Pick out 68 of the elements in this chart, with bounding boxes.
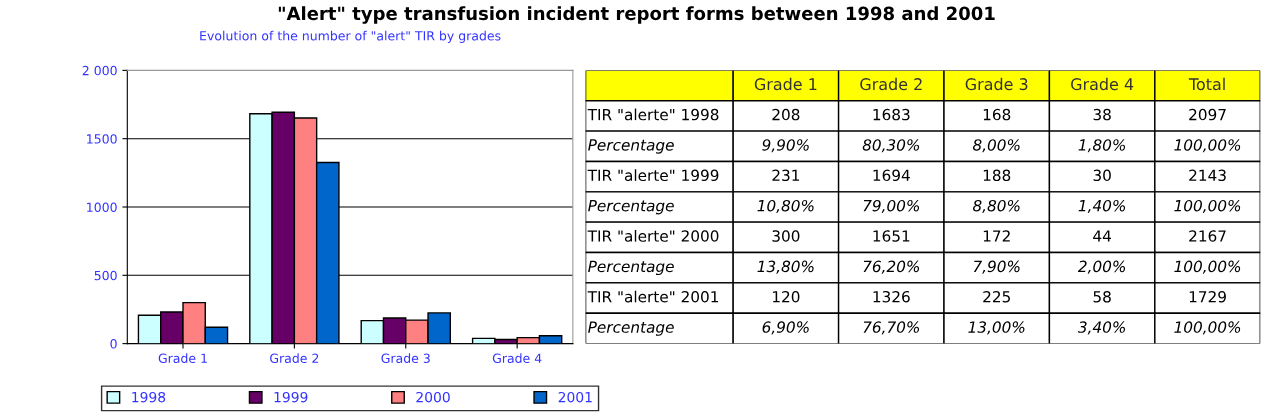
legend-label: 2001 (558, 391, 592, 403)
text: 120 (772, 290, 800, 303)
x-tick-label: Grade 4 (492, 353, 542, 364)
text: 3,40% (1077, 321, 1126, 335)
text: 208 (772, 108, 800, 121)
y-tick-label: 1500 (87, 134, 117, 144)
legend-label: 2000 (416, 391, 450, 403)
category-label: TIR "alerte" 1999 (587, 169, 719, 182)
text: 1326 (873, 290, 910, 303)
category-label: TIR "alerte" 2000 (587, 229, 719, 242)
text: 9,90% (762, 139, 809, 153)
category-label: Percentage (588, 139, 674, 154)
category-label: Total (1188, 77, 1225, 91)
text: 2143 (1189, 169, 1226, 182)
text: 2097 (1189, 108, 1226, 121)
text: 13,00% (968, 321, 1025, 335)
y-tick-label: 1000 (87, 202, 117, 212)
text: 300 (772, 230, 800, 242)
text: 30 (1093, 169, 1111, 182)
text: 76,20% (863, 260, 920, 274)
text: 172 (983, 230, 1010, 242)
text: 79,00% (863, 199, 920, 213)
category-label: Grade 3 (965, 77, 1028, 91)
text: 2167 (1189, 230, 1226, 242)
category-label: Percentage (588, 260, 674, 276)
text: 8,80% (972, 199, 1020, 213)
text: 1694 (873, 169, 910, 182)
text: 8,00% (972, 139, 1020, 153)
y-tick-label: 2 000 (82, 65, 117, 76)
text: 38 (1093, 108, 1111, 121)
text: 1,80% (1078, 139, 1126, 153)
y-tick-label: 500 (94, 270, 117, 281)
x-tick-label: Grade 1 (158, 353, 207, 364)
category-label: Grade 2 (860, 77, 922, 91)
category-label: Percentage (588, 321, 674, 336)
text: 1683 (873, 108, 910, 121)
category-label: TIR "alerte" 2001 (587, 290, 719, 303)
text: 1729 (1189, 290, 1226, 303)
text: 100,00% (1174, 321, 1241, 335)
x-tick-label: Grade 2 (270, 353, 319, 364)
category-label: Percentage (588, 200, 674, 215)
text: 225 (983, 290, 1010, 303)
text: 168 (983, 108, 1011, 121)
text: 1,40% (1078, 199, 1126, 213)
text: 231 (772, 169, 800, 182)
text: 76,70% (863, 321, 920, 335)
chart-subtitle: Evolution of the number of "alert" TIR by grades (200, 30, 501, 43)
text: 188 (983, 169, 1011, 182)
text: "Alert" type transfusion incident report forms between 1998 and 2001 (278, 6, 995, 24)
text: 10,80% (757, 199, 814, 213)
text: 7,90% (973, 260, 1020, 274)
text: 100,00% (1174, 139, 1241, 153)
category-label: TIR "alerte" 1998 (587, 108, 719, 121)
text: 100,00% (1174, 199, 1241, 213)
category-label: Grade 4 (1071, 77, 1134, 91)
text: 2,00% (1077, 260, 1126, 274)
text: 13,80% (757, 260, 814, 274)
text: 58 (1093, 290, 1111, 303)
text: 44 (1093, 230, 1111, 242)
text: 1651 (873, 230, 910, 242)
text: 6,90% (762, 321, 809, 335)
category-label: Grade 1 (754, 77, 817, 91)
y-tick-label: 0 (110, 339, 117, 349)
text: 100,00% (1174, 260, 1241, 274)
legend-label: 1999 (274, 391, 308, 403)
legend-label: 1998 (132, 391, 166, 403)
x-tick-label: Grade 3 (381, 353, 430, 364)
text: 80,30% (862, 139, 920, 153)
